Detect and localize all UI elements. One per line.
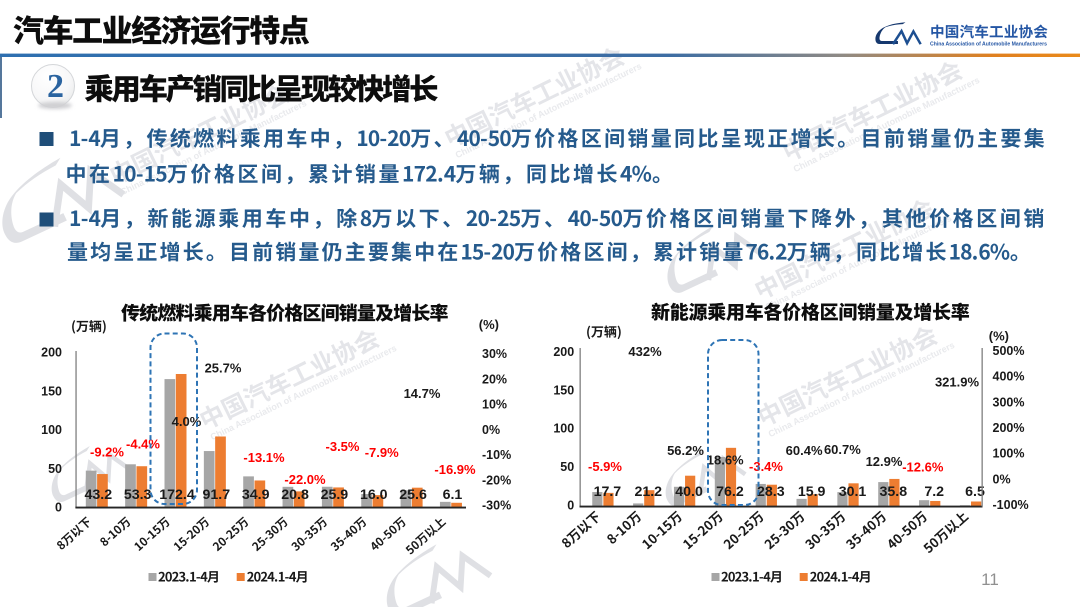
svg-text:30%: 30% bbox=[482, 347, 507, 361]
svg-text:-3.4%: -3.4% bbox=[749, 459, 783, 474]
svg-text:-30%: -30% bbox=[482, 499, 511, 513]
svg-text:-9.2%: -9.2% bbox=[90, 445, 124, 460]
svg-text:35.8: 35.8 bbox=[880, 484, 908, 500]
svg-text:150: 150 bbox=[41, 384, 62, 398]
svg-text:6.1: 6.1 bbox=[443, 487, 463, 503]
svg-text:-12.6%: -12.6% bbox=[902, 459, 944, 474]
svg-text:16.0: 16.0 bbox=[360, 487, 388, 503]
svg-text:300%: 300% bbox=[993, 395, 1025, 409]
svg-text:321.9%: 321.9% bbox=[935, 375, 980, 390]
svg-text:-5.9%: -5.9% bbox=[588, 459, 622, 474]
svg-text:200: 200 bbox=[41, 346, 62, 360]
svg-text:(%): (%) bbox=[479, 317, 499, 332]
svg-text:28.3: 28.3 bbox=[757, 484, 785, 500]
svg-text:200%: 200% bbox=[993, 421, 1025, 435]
svg-text:14.7%: 14.7% bbox=[404, 386, 441, 401]
svg-text:4.0%: 4.0% bbox=[172, 414, 202, 429]
svg-text:-4.4%: -4.4% bbox=[126, 437, 160, 452]
svg-text:34.9: 34.9 bbox=[242, 487, 270, 503]
svg-text:-100%: -100% bbox=[993, 498, 1029, 512]
svg-text:21.2: 21.2 bbox=[634, 484, 662, 500]
svg-text:25.7%: 25.7% bbox=[205, 360, 242, 375]
svg-text:432%: 432% bbox=[628, 344, 662, 359]
svg-text:-16.9%: -16.9% bbox=[434, 462, 476, 477]
svg-text:43.2: 43.2 bbox=[84, 487, 112, 503]
svg-text:25.6: 25.6 bbox=[399, 487, 427, 503]
svg-text:100%: 100% bbox=[993, 447, 1025, 461]
svg-text:76.2: 76.2 bbox=[716, 484, 744, 500]
svg-text:400%: 400% bbox=[993, 370, 1025, 384]
svg-text:20%: 20% bbox=[482, 372, 507, 386]
svg-text:0: 0 bbox=[55, 501, 62, 515]
svg-text:53.3: 53.3 bbox=[124, 487, 152, 503]
svg-text:0%: 0% bbox=[993, 472, 1011, 486]
svg-text:18.6%: 18.6% bbox=[707, 453, 744, 468]
svg-text:100: 100 bbox=[41, 423, 62, 437]
svg-text:172.4: 172.4 bbox=[159, 487, 195, 503]
svg-text:-7.9%: -7.9% bbox=[365, 445, 399, 460]
svg-text:17.7: 17.7 bbox=[594, 484, 622, 500]
svg-text:60.7%: 60.7% bbox=[824, 442, 861, 457]
svg-text:60.4%: 60.4% bbox=[786, 443, 823, 458]
svg-text:0%: 0% bbox=[482, 423, 500, 437]
svg-text:China Association of Automobil: China Association of Automobile Manufact… bbox=[930, 42, 1047, 48]
svg-text:15.9: 15.9 bbox=[798, 484, 826, 500]
svg-text:50: 50 bbox=[48, 462, 62, 476]
svg-text:100: 100 bbox=[553, 422, 574, 436]
svg-text:-3.5%: -3.5% bbox=[326, 439, 360, 454]
svg-text:-20%: -20% bbox=[482, 473, 511, 487]
svg-text:91.7: 91.7 bbox=[203, 487, 231, 503]
svg-text:500%: 500% bbox=[993, 344, 1025, 358]
svg-text:-10%: -10% bbox=[482, 448, 511, 462]
svg-text:-13.1%: -13.1% bbox=[243, 450, 285, 465]
svg-text:56.2%: 56.2% bbox=[667, 443, 704, 458]
svg-text:11: 11 bbox=[981, 570, 999, 589]
svg-text:40.0: 40.0 bbox=[675, 484, 703, 500]
svg-text:150: 150 bbox=[553, 383, 574, 397]
svg-text:30.1: 30.1 bbox=[839, 484, 867, 500]
svg-text:2: 2 bbox=[47, 68, 64, 105]
svg-text:6.5: 6.5 bbox=[965, 484, 985, 500]
svg-text:0: 0 bbox=[567, 499, 574, 513]
svg-text:50: 50 bbox=[560, 460, 574, 474]
svg-text:10%: 10% bbox=[482, 398, 507, 412]
svg-text:200: 200 bbox=[553, 345, 574, 359]
svg-text:12.9%: 12.9% bbox=[866, 454, 903, 469]
svg-text:20.8: 20.8 bbox=[281, 487, 309, 503]
svg-text:7.2: 7.2 bbox=[924, 484, 944, 500]
svg-text:-22.0%: -22.0% bbox=[284, 472, 326, 487]
svg-text:(%): (%) bbox=[989, 329, 1009, 344]
svg-text:25.9: 25.9 bbox=[321, 487, 349, 503]
